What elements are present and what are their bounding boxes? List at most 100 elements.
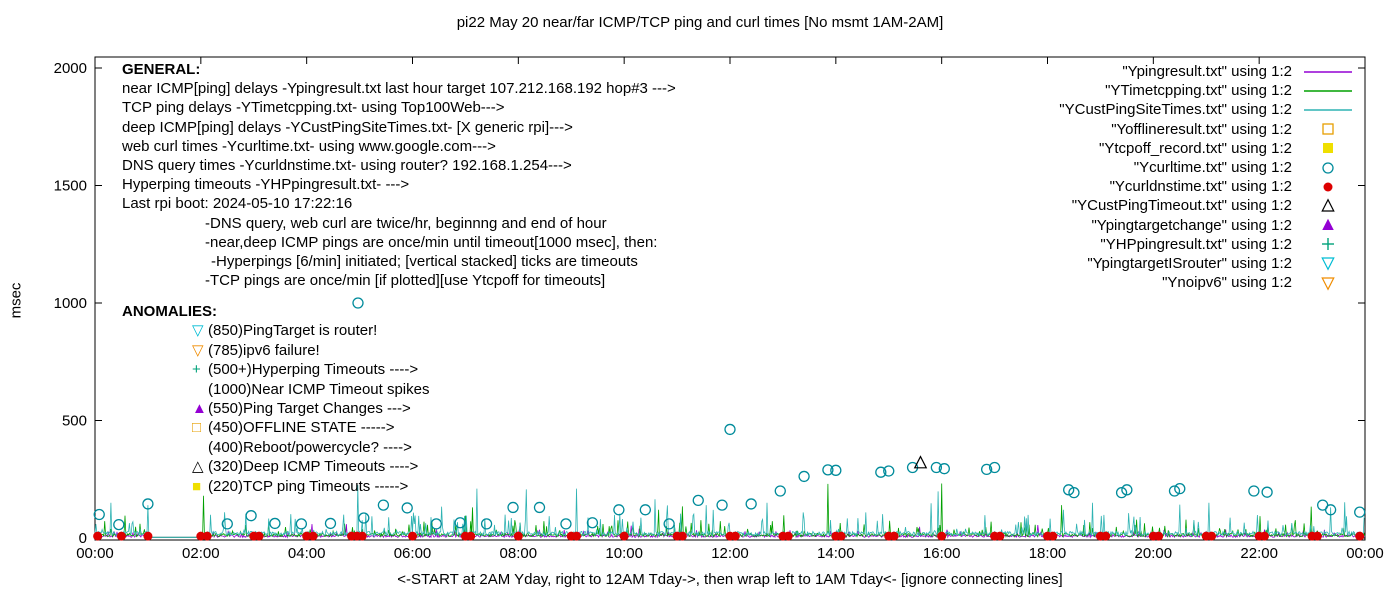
anomaly-item: (1000)Near ICMP Timeout spikes	[122, 380, 429, 399]
y-tick-label: 1000	[54, 295, 87, 312]
x-tick-label: 00:00	[1346, 545, 1384, 562]
legend-entry-symbol	[1321, 277, 1335, 291]
x-tick-label: 18:00	[1029, 545, 1067, 562]
general-line: near ICMP[ping] delays -Ypingresult.txt …	[122, 80, 676, 98]
x-tick-label: 06:00	[394, 545, 432, 562]
legend-entry-symbol	[1322, 161, 1334, 174]
anomaly-item: + (500+)Hyperping Timeouts ---->	[122, 360, 429, 379]
legend-entry-symbol	[1304, 70, 1352, 73]
legend-entry-symbol	[1323, 182, 1333, 192]
legend-entry-label: "YCustPingSiteTimes.txt" using 1:2	[1059, 101, 1292, 119]
series-points-YCustPingTimeout.txt	[913, 455, 928, 469]
series-points-Ycurltime.txt	[93, 297, 1366, 531]
x-axis-label: <-START at 2AM Yday, right to 12AM Tday-…	[397, 571, 1063, 588]
triangle-up-open-icon: △	[192, 458, 204, 476]
x-tick-label: 22:00	[1240, 545, 1278, 562]
x-tick-label: 20:00	[1135, 545, 1173, 562]
y-tick-label: 2000	[54, 60, 87, 77]
x-tick-label: 08:00	[500, 545, 538, 562]
anomaly-item: △ (320)Deep ICMP Timeouts ---->	[122, 457, 429, 476]
legend-entry-symbol	[1322, 123, 1334, 135]
x-tick-label: 16:00	[923, 545, 961, 562]
legend-entry: "Yofflineresult.txt" using 1:2	[1059, 120, 1356, 139]
legend-entry-label: "YpingtargetISrouter" using 1:2	[1087, 254, 1292, 272]
legend-entry-symbol	[1323, 143, 1333, 154]
legend-entry: "Ypingresult.txt" using 1:2	[1059, 62, 1356, 81]
anomalies-heading: ANOMALIES:	[122, 303, 217, 320]
triangle-down-open-icon: ▽	[192, 322, 204, 340]
square-open-icon: □	[192, 419, 202, 437]
anomaly-item: ▽ (850)PingTarget is router!	[122, 321, 429, 340]
legend-entry: "YpingtargetISrouter" using 1:2	[1059, 254, 1356, 273]
legend-entry-symbol	[1304, 109, 1352, 111]
triangle-down-open-icon: ▽	[192, 341, 204, 359]
anomaly-text: (500+)Hyperping Timeouts ---->	[208, 361, 419, 379]
x-tick-label: 02:00	[182, 545, 220, 562]
x-tick-label: 04:00	[288, 545, 326, 562]
legend-entry-label: "YHPpingresult.txt" using 1:2	[1100, 235, 1292, 253]
anomaly-item: ▲(550)Ping Target Changes --->	[122, 399, 429, 418]
legend-entry-label: "Ycurldnstime.txt" using 1:2	[1109, 178, 1292, 196]
anomaly-text: (220)TCP ping Timeouts ----->	[208, 477, 409, 495]
general-annotations: GENERAL: near ICMP[ping] delays -Ypingre…	[122, 60, 676, 290]
general-line: web curl times -Ycurltime.txt- using www…	[122, 137, 496, 155]
legend-entry-label: "YCustPingTimeout.txt" using 1:2	[1071, 197, 1292, 215]
legend-entry-label: "Ycurltime.txt" using 1:2	[1133, 159, 1292, 177]
anomaly-item: ■ (220)TCP ping Timeouts ----->	[122, 477, 429, 496]
legend-entry-symbol	[1322, 238, 1334, 251]
triangle-up-filled-icon: ▲	[192, 400, 207, 418]
legend-entry: "YCustPingTimeout.txt" using 1:2	[1059, 196, 1356, 215]
legend-entry-symbol	[1322, 218, 1334, 231]
plus-icon: +	[192, 361, 201, 379]
general-line: DNS query times -Ycurldnstime.txt- using…	[122, 157, 572, 175]
legend-entry: "Ycurldnstime.txt" using 1:2	[1059, 177, 1356, 196]
legend-entry-label: "Ypingresult.txt" using 1:2	[1122, 63, 1292, 81]
anomaly-item: □ (450)OFFLINE STATE ----->	[122, 418, 429, 437]
x-tick-label: 12:00	[711, 545, 749, 562]
general-line: Last rpi boot: 2024-05-10 17:22:16	[122, 195, 353, 213]
general-line: TCP ping delays -YTimetcpping.txt- using…	[122, 99, 505, 117]
no-icon	[192, 380, 208, 399]
x-tick-label: 00:00	[76, 545, 114, 562]
anomaly-text: (850)PingTarget is router!	[208, 322, 378, 340]
legend-entry: "YCustPingSiteTimes.txt" using 1:2	[1059, 100, 1356, 119]
series-points-Ycurldnstime.txt	[93, 531, 1365, 541]
general-line: -DNS query, web curl are twice/hr, begin…	[205, 214, 607, 232]
legend-entry-symbol	[1321, 257, 1335, 272]
y-tick-label: 0	[79, 530, 87, 547]
legend-entry-symbol	[1321, 198, 1335, 212]
legend-entry-symbol	[1304, 90, 1352, 92]
general-line: -TCP pings are once/min [if plotted][use…	[205, 272, 606, 290]
square-filled-icon: ■	[192, 477, 202, 495]
anomaly-text: (400)Reboot/powercycle? ---->	[208, 438, 412, 456]
anomaly-text: (320)Deep ICMP Timeouts ---->	[208, 458, 419, 476]
legend: "Ypingresult.txt" using 1:2 "YTimetcpping…	[1059, 62, 1356, 292]
y-tick-label: 500	[62, 413, 87, 430]
x-tick-label: 10:00	[605, 545, 643, 562]
legend-entry-label: "Yofflineresult.txt" using 1:2	[1111, 120, 1292, 138]
legend-entry: "Ypingtargetchange" using 1:2	[1059, 216, 1356, 235]
legend-entry-label: "Ynoipv6" using 1:2	[1162, 274, 1292, 292]
general-line: -Hyperpings [6/min] initiated; [vertical…	[211, 253, 638, 271]
legend-entry: "YTimetcpping.txt" using 1:2	[1059, 81, 1356, 100]
general-line: -near,deep ICMP pings are once/min until…	[205, 233, 658, 251]
y-tick-label: 1500	[54, 178, 87, 195]
anomaly-text: (550)Ping Target Changes --->	[208, 400, 411, 418]
x-tick-label: 14:00	[817, 545, 855, 562]
legend-entry: "Ytcpoff_record.txt" using 1:2	[1059, 139, 1356, 158]
legend-entry-label: "YTimetcpping.txt" using 1:2	[1105, 82, 1292, 100]
anomaly-text: (785)ipv6 failure!	[208, 341, 320, 359]
general-line: Hyperping timeouts -YHPpingresult.txt- -…	[122, 176, 410, 194]
anomalies-annotations: ANOMALIES: ▽ (850)PingTarget is router! ▽(…	[122, 302, 429, 496]
legend-entry-label: "Ytcpoff_record.txt" using 1:2	[1099, 139, 1292, 157]
chart-title: pi22 May 20 near/far ICMP/TCP ping and c…	[456, 14, 944, 31]
legend-entry: "YHPpingresult.txt" using 1:2	[1059, 235, 1356, 254]
anomaly-item: ▽ (785)ipv6 failure!	[122, 341, 429, 360]
legend-entry: "Ycurltime.txt" using 1:2	[1059, 158, 1356, 177]
anomaly-text: (450)OFFLINE STATE ----->	[208, 419, 395, 437]
no-icon	[192, 438, 208, 457]
legend-entry: "Ynoipv6" using 1:2	[1059, 273, 1356, 292]
general-line: deep ICMP[ping] delays -YCustPingSiteTim…	[122, 118, 573, 136]
legend-entry-label: "Ypingtargetchange" using 1:2	[1091, 216, 1292, 234]
